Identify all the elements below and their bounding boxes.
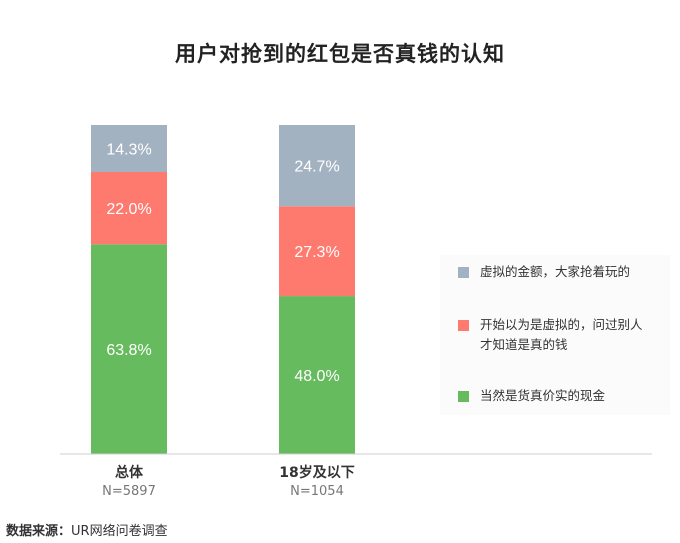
legend-label-real-cash: 当然是货真价实的现金 xyxy=(480,388,606,403)
legend-item-real-cash: 当然是货真价实的现金 xyxy=(458,386,663,406)
data-label-overall-real-cash: 63.8% xyxy=(106,342,151,359)
bar-overall-virtual xyxy=(91,125,167,172)
bar-overall-real-cash xyxy=(91,244,167,454)
data-label-overall-thought-virtual: 22.0% xyxy=(106,201,151,218)
legend-label-virtual: 虚拟的金额，大家抢着玩的 xyxy=(480,264,631,279)
data-source-text: UR网络问卷调查 xyxy=(71,524,168,539)
legend-label-thought-virtual-line2: 才知道是真的钱 xyxy=(480,337,568,352)
data-label-overall-virtual: 14.3% xyxy=(106,142,151,159)
bar-overall-thought-virtual xyxy=(91,172,167,245)
data-label-under-18-real-cash: 48.0% xyxy=(294,368,339,385)
chart-title: 用户对抢到的红包是否真钱的认知 xyxy=(175,42,505,66)
category-label-overall: 总体 xyxy=(115,465,143,481)
data-source-label: 数据来源： xyxy=(6,524,72,539)
sample-size-under-18: N=1054 xyxy=(290,484,344,499)
bar-under-18-thought-virtual xyxy=(279,206,355,297)
data-source: 数据来源：UR网络问卷调查 xyxy=(6,520,168,539)
legend-swatch-thought-virtual xyxy=(458,320,469,331)
legend-swatch-virtual xyxy=(458,267,469,278)
bars-group: 63.8% 22.0% 14.3% 48.0% 27.3% 24.7% xyxy=(91,125,355,454)
data-label-under-18-virtual: 24.7% xyxy=(294,159,339,176)
legend: 虚拟的金额，大家抢着玩的 开始以为是虚拟的，问过别人 才知道是真的钱 当然是货真… xyxy=(440,255,670,415)
sample-size-overall: N=5897 xyxy=(102,484,156,499)
legend-item-thought-virtual: 开始以为是虚拟的，问过别人 才知道是真的钱 xyxy=(458,315,663,355)
legend-label-thought-virtual-line1: 开始以为是虚拟的，问过别人 xyxy=(480,317,643,332)
legend-item-virtual: 虚拟的金额，大家抢着玩的 xyxy=(458,262,663,282)
category-label-under-18: 18岁及以下 xyxy=(279,465,355,481)
data-label-under-18-thought-virtual: 27.3% xyxy=(294,244,339,261)
legend-swatch-real-cash xyxy=(458,391,469,402)
bar-under-18-virtual xyxy=(279,125,355,207)
bar-under-18-real-cash xyxy=(279,296,355,454)
